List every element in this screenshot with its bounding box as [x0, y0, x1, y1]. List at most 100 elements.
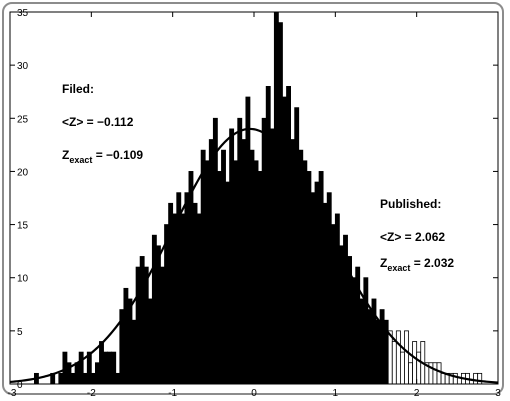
filed-bar [310, 192, 316, 385]
published-bar [412, 341, 418, 385]
filed-bar [212, 117, 218, 385]
published-bar [408, 362, 413, 385]
filed-bar [139, 256, 145, 385]
filed-bar [107, 351, 113, 385]
x-tick-label: -3 [8, 388, 17, 399]
filed-bar [302, 160, 308, 385]
filed-bar [379, 309, 385, 385]
filed-bar [225, 181, 230, 385]
y-tick-label: 25 [17, 114, 29, 125]
filed-bar [180, 213, 186, 385]
filed-bar [375, 319, 381, 385]
filed-bar [95, 362, 100, 385]
filed-bar [164, 224, 169, 385]
filed-bar [326, 192, 332, 385]
published-bar [399, 351, 405, 385]
published-bar [404, 330, 409, 385]
filed-bar [184, 192, 190, 385]
published-bar [452, 372, 458, 385]
filed-bar [74, 362, 80, 385]
filed-bar [216, 171, 222, 385]
filed-bar [103, 351, 108, 385]
filed-bar [155, 245, 161, 385]
filed-bar [282, 96, 287, 385]
published-bar [387, 330, 393, 385]
filed-bar [261, 117, 267, 385]
filed-bar [111, 351, 117, 385]
filed-annotation: Filed: <Z> = −0.112 Zexact = −0.109 [62, 82, 143, 165]
filed-bar [172, 213, 178, 385]
filed-bar [367, 309, 373, 385]
x-tick-label: 0 [251, 388, 257, 399]
filed-bar [363, 277, 369, 385]
y-tick-label: 35 [17, 8, 29, 19]
filed-bar [82, 372, 88, 385]
filed-bar [318, 171, 324, 385]
filed-bar [257, 171, 263, 385]
filed-exact-z-letter: Z [62, 148, 69, 162]
filed-bar [196, 213, 202, 385]
filed-bar [204, 160, 210, 385]
published-bars [387, 330, 483, 385]
published-bar [391, 341, 397, 385]
y-tick-label: 10 [17, 274, 29, 285]
filed-bar [265, 86, 271, 385]
published-bar [440, 372, 446, 385]
filed-bar [294, 107, 300, 385]
filed-bar [273, 11, 279, 385]
filed-bar [233, 160, 239, 385]
filed-bar [151, 234, 157, 385]
published-exact-z-letter: Z [380, 256, 387, 270]
filed-bar [298, 149, 304, 385]
filed-exact-z: Zexact = −0.109 [62, 148, 143, 165]
filed-bars [34, 11, 389, 385]
filed-bar [188, 171, 194, 385]
gaussian-fit-curve [9, 127, 499, 384]
published-exact-z-subscript: exact [387, 263, 410, 273]
published-bar [395, 330, 401, 385]
filed-bar [78, 351, 84, 385]
y-tick-label: 20 [17, 167, 29, 178]
filed-mean: <Z> = −0.112 [62, 115, 134, 129]
filed-bar [306, 171, 312, 385]
published-title: Published: [380, 197, 441, 211]
filed-bar [192, 202, 198, 385]
filed-bar [286, 86, 291, 385]
filed-bar [351, 277, 357, 385]
filed-bar [290, 139, 296, 385]
filed-bar [241, 139, 247, 385]
y-tick-label: 0 [17, 380, 23, 391]
filed-bar [90, 372, 96, 385]
filed-bar [70, 372, 76, 385]
filed-bar [277, 22, 283, 385]
y-tick-label: 30 [17, 61, 29, 72]
published-bar [416, 351, 422, 385]
filed-bar [147, 298, 153, 385]
filed-bar [99, 341, 104, 385]
x-tick-label: 3 [495, 388, 501, 399]
filed-bar [245, 96, 251, 385]
published-annotation: Published: <Z> = 2.062 Zexact = 2.032 [380, 197, 454, 273]
filed-bar [334, 213, 340, 385]
published-bar [432, 362, 438, 385]
filed-bar [253, 160, 259, 385]
filed-bar [200, 149, 206, 385]
x-tick-label: 1 [333, 388, 339, 399]
filed-exact-z-subscript: exact [69, 155, 92, 165]
published-bar [477, 372, 483, 385]
filed-bar [269, 128, 275, 385]
filed-bar [343, 234, 348, 385]
filed-bar [123, 287, 129, 385]
published-bar [436, 362, 442, 385]
filed-bar [249, 149, 255, 385]
filed-bar [359, 298, 365, 385]
filed-bar [131, 319, 137, 385]
x-tick-label: 2 [414, 388, 420, 399]
filed-title: Filed: [62, 82, 94, 96]
filed-exact-z-value: = −0.109 [92, 148, 143, 162]
published-mean: <Z> = 2.062 [380, 230, 445, 244]
x-tick-label: -2 [87, 388, 96, 399]
filed-bar [58, 372, 64, 385]
